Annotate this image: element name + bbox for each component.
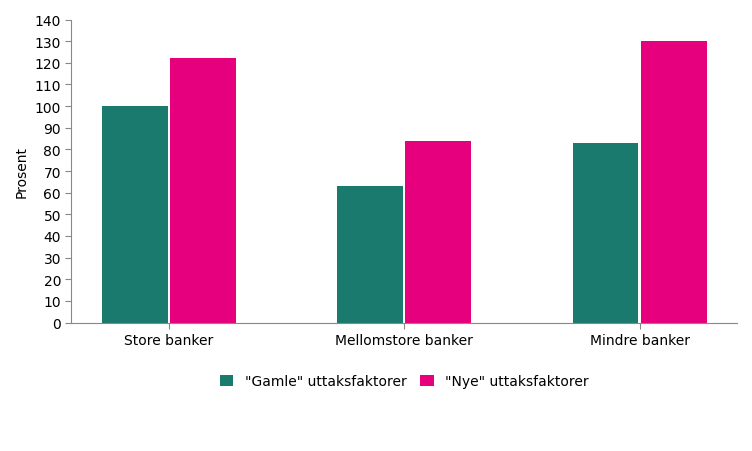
Bar xyxy=(572,143,638,323)
Y-axis label: Prosent: Prosent xyxy=(15,146,29,198)
Legend: "Gamle" uttaksfaktorer, "Nye" uttaksfaktorer: "Gamle" uttaksfaktorer, "Nye" uttaksfakt… xyxy=(214,369,594,394)
Bar xyxy=(405,142,472,323)
Bar xyxy=(641,42,707,323)
Bar xyxy=(102,107,168,323)
Bar xyxy=(337,187,403,323)
Bar xyxy=(170,60,236,323)
